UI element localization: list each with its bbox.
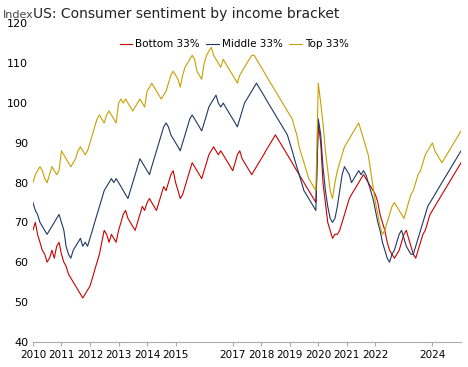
Line: Middle 33%: Middle 33% [33, 83, 468, 262]
Legend: Bottom 33%, Middle 33%, Top 33%: Bottom 33%, Middle 33%, Top 33% [116, 35, 353, 54]
Text: US: Consumer sentiment by income bracket: US: Consumer sentiment by income bracket [33, 7, 339, 21]
Line: Top 33%: Top 33% [33, 47, 468, 234]
Line: Bottom 33%: Bottom 33% [33, 123, 468, 298]
Text: Index: Index [3, 10, 34, 20]
